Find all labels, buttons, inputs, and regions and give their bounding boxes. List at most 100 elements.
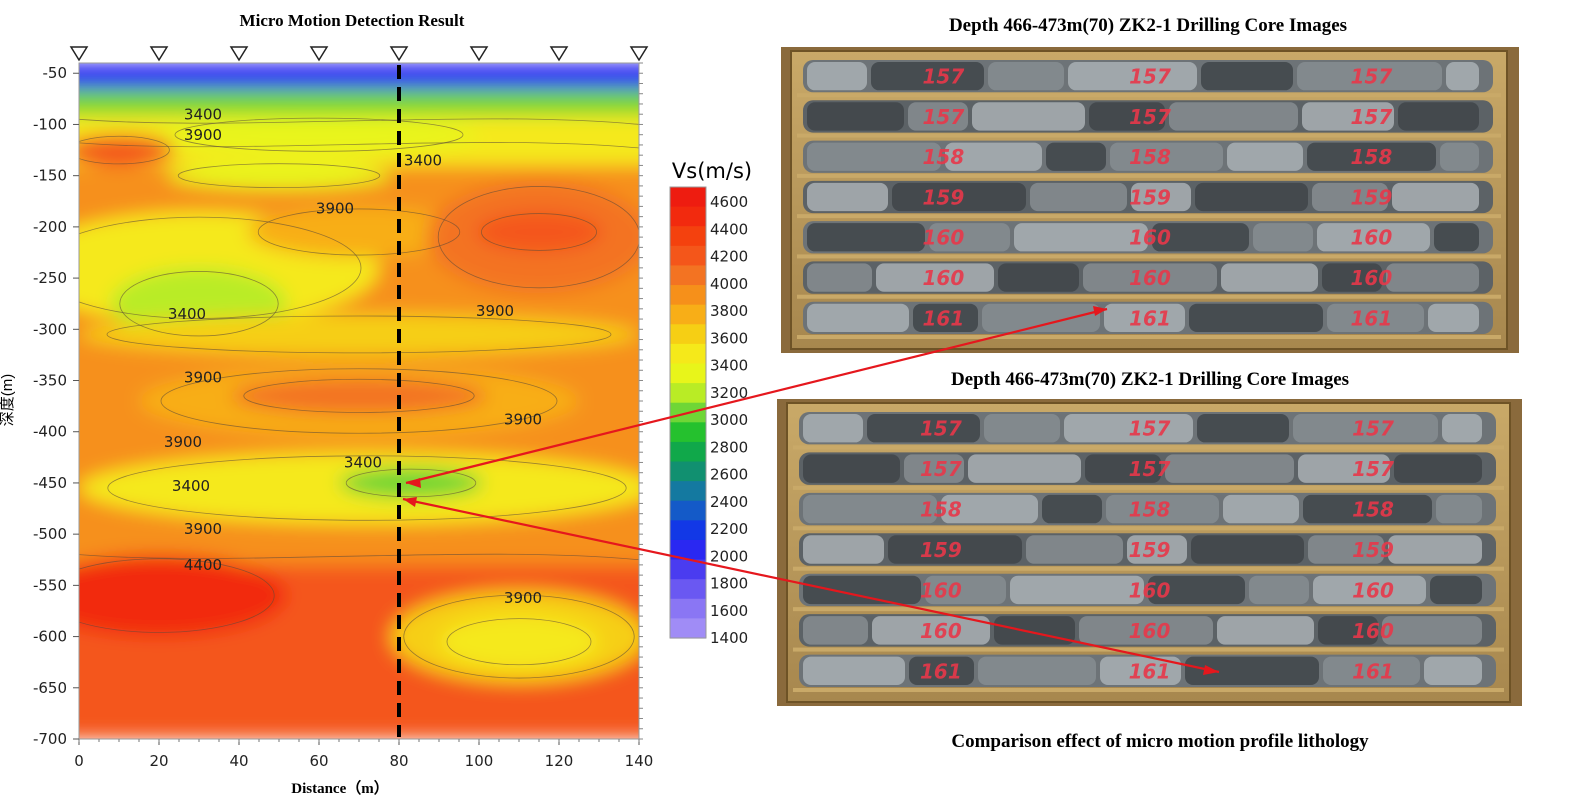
- x-tick-label: 100: [465, 752, 494, 770]
- core-depth-mark: 157: [1129, 105, 1171, 129]
- contour-label: 3400: [404, 151, 442, 169]
- surface-band: [79, 63, 639, 74]
- core-depth-mark: 157: [1129, 417, 1171, 441]
- colorbar-ticks: 4600 4400 4200 4000 3800 3600 3400 3200 3000 2800…: [710, 193, 748, 647]
- core-segment: [1064, 414, 1193, 443]
- contour-label: 3400: [172, 477, 210, 495]
- core-segment: [1010, 575, 1144, 605]
- core-depth-mark: 159: [1129, 185, 1171, 209]
- x-tick-label: 80: [389, 752, 408, 770]
- core-depth-mark: 160: [1352, 619, 1394, 643]
- contour-label: 3900: [184, 126, 222, 144]
- colorbar-segment: [670, 187, 706, 208]
- core-segment: [1085, 454, 1161, 483]
- core-segment: [871, 62, 984, 91]
- y-tick-label: -200: [33, 218, 67, 236]
- core-segment: [1293, 414, 1438, 443]
- arrowhead-bottom-chart: [403, 497, 417, 507]
- core-segment: [978, 656, 1096, 685]
- core-depth-mark: 159: [1129, 538, 1171, 562]
- core-divider: [797, 214, 1501, 219]
- contour-line: [79, 135, 170, 165]
- core-depth-mark: 161: [1129, 306, 1171, 330]
- core-segment: [876, 263, 994, 292]
- contour-line: [257, 208, 461, 256]
- core-segment: [807, 223, 925, 252]
- x-axis: 0 20 40 60 80 100 120 140: [74, 739, 653, 770]
- core-segment: [1318, 616, 1378, 645]
- colorbar-tick-label: 2600: [710, 466, 748, 484]
- colorbar-segment: [670, 363, 706, 384]
- colorbar-tick-label: 4200: [710, 248, 748, 266]
- x-axis-label: Distance（m）: [291, 779, 389, 797]
- core-divider: [793, 526, 1504, 531]
- x-tick-label: 40: [229, 752, 248, 770]
- core-segment: [1428, 303, 1479, 332]
- core-segment: [1249, 575, 1309, 605]
- core-segment: [1382, 616, 1482, 645]
- core-segment: [1014, 223, 1148, 252]
- comparison-arrows: [402, 306, 1220, 675]
- core-segment: [1424, 656, 1482, 685]
- core-segment: [872, 616, 990, 645]
- core-segment: [1201, 62, 1293, 91]
- core-segment: [803, 656, 905, 685]
- core-depth-mark: 157: [920, 417, 962, 441]
- core-segment: [1131, 182, 1191, 212]
- colorbar-segment: [670, 520, 706, 541]
- top-caption: Depth 466-473m(70) ZK2-1 Drilling Core I…: [949, 15, 1347, 36]
- colorbar-tick-label: 2000: [710, 547, 748, 565]
- colorbar-segment: [670, 500, 706, 521]
- y-tick-label: -100: [33, 115, 67, 133]
- x-tick-label: 120: [545, 752, 574, 770]
- station-markers: [69, 46, 649, 62]
- colorbar-tick-label: 2800: [710, 438, 748, 456]
- colorbar-segment: [670, 245, 706, 267]
- core-segment: [1104, 303, 1185, 332]
- core-segment: [807, 182, 888, 212]
- colorbar-tick-label: 1800: [710, 575, 748, 593]
- core-segment: [803, 414, 863, 443]
- core-segment: [968, 454, 1081, 483]
- core-segment: [972, 102, 1085, 131]
- core-segment: [1223, 494, 1299, 524]
- contour-line: [480, 213, 597, 251]
- contour-line: [119, 271, 279, 337]
- station-marker: [549, 46, 569, 62]
- velocity-zone: [79, 687, 639, 739]
- core-segment: [807, 263, 872, 292]
- core-depth-mark: 157: [1352, 417, 1394, 441]
- core-divider: [797, 294, 1501, 299]
- contour-line: [79, 142, 639, 149]
- core-depth-mark: 157: [1351, 65, 1393, 89]
- x-tick-label: 140: [625, 752, 654, 770]
- y-tick-label: -50: [43, 64, 68, 82]
- core-depth-mark: 158: [1129, 145, 1171, 169]
- velocity-zone: [231, 377, 487, 415]
- core-segment: [1191, 535, 1304, 564]
- velocity-zone: [475, 211, 603, 253]
- core-segment: [1106, 494, 1219, 524]
- core-segment: [945, 142, 1042, 171]
- core-segment: [888, 535, 1022, 564]
- core-segment: [1303, 494, 1432, 524]
- y-axis-label: 深度(m): [0, 374, 16, 427]
- core-depth-mark: 161: [1352, 659, 1394, 683]
- y-tick-label: -150: [33, 167, 67, 185]
- heatmap-field: [79, 63, 639, 739]
- core-segment: [1042, 494, 1102, 524]
- contour-label: 3900: [184, 369, 222, 387]
- core-segment: [1440, 142, 1479, 171]
- y-tick-label: -250: [33, 269, 67, 287]
- core-depth-mark: 160: [1129, 266, 1171, 290]
- core-segment: [1046, 142, 1106, 171]
- contour-line: [177, 163, 381, 189]
- core-segment: [1297, 62, 1442, 91]
- core-segment: [1089, 102, 1165, 131]
- contour-line: [79, 558, 275, 633]
- contour-line: [79, 553, 639, 561]
- core-segment: [1392, 182, 1479, 212]
- core-segment: [1317, 223, 1430, 252]
- core-depth-mark: 157: [922, 65, 964, 89]
- core-segment: [904, 454, 964, 483]
